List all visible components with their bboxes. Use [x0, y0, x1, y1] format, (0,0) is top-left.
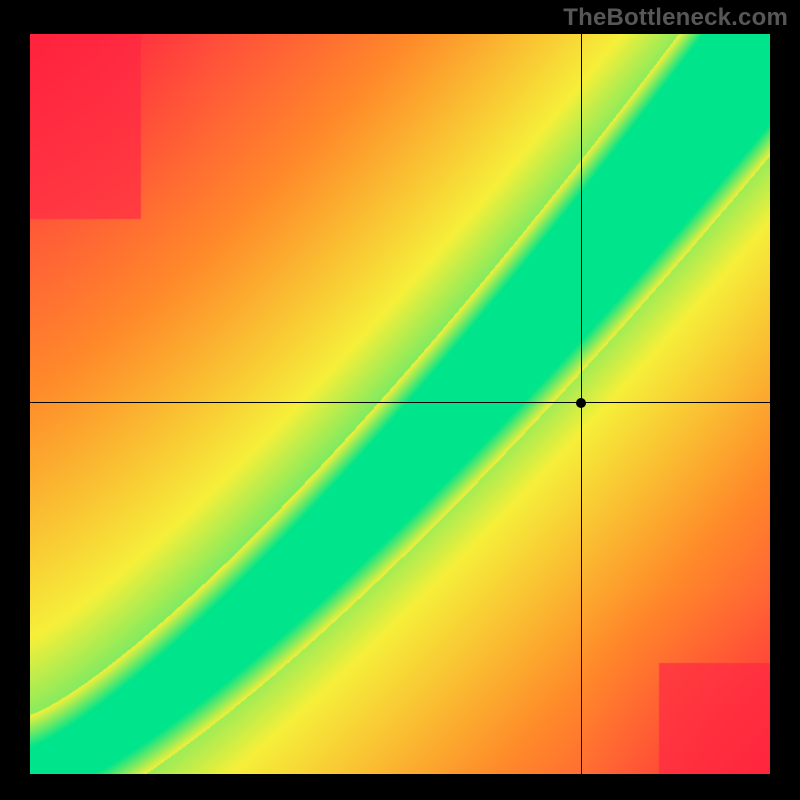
figure-root: { "watermark": { "text": "TheBottleneck.… — [0, 0, 800, 800]
watermark-text: TheBottleneck.com — [563, 4, 788, 32]
crosshair-horizontal — [30, 402, 770, 403]
heatmap-canvas — [30, 34, 770, 774]
marker-dot — [576, 398, 586, 408]
plot-area — [30, 34, 770, 774]
